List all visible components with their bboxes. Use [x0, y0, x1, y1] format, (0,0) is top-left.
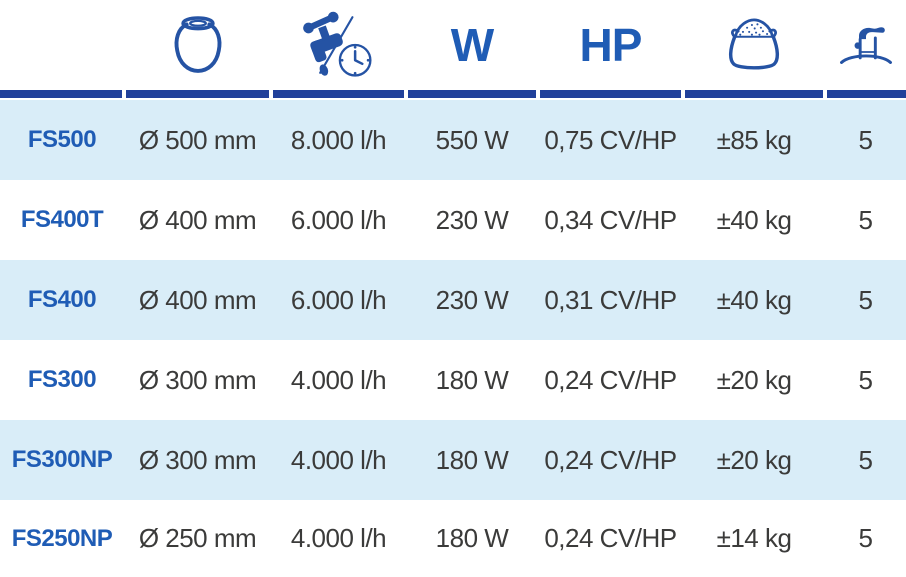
sand_load-cell: ±20 kg — [716, 444, 792, 475]
sand-load-header — [683, 0, 825, 90]
diameter-cell: Ø 400 mm — [138, 204, 257, 235]
table-row: FS400T Ø 400 mm 6.000 l/h 230 W 0,34 CV/HP ±4… — [0, 180, 906, 260]
flow_rate-cell: 6.000 l/h — [290, 284, 387, 315]
table-body: FS500 Ø 500 mm 8.000 l/h 550 W 0,75 CV/HP ±85… — [0, 100, 906, 577]
filter-tank-icon — [171, 14, 225, 76]
table-row: FS500 Ø 500 mm 8.000 l/h 550 W 0,75 CV/HP ±85… — [0, 100, 906, 180]
table-header: W HP — [0, 0, 906, 90]
model-cell: FS250NP — [11, 524, 113, 552]
divider-segment — [0, 90, 122, 98]
horsepower-cell: 0,24 CV/HP — [544, 523, 677, 553]
divider-segment — [685, 90, 823, 98]
diameter-cell: Ø 500 mm — [138, 124, 257, 155]
horsepower-cell: 0,34 CV/HP — [544, 204, 677, 235]
flow-rate-header — [271, 0, 406, 90]
flow_rate-cell: 4.000 l/h — [290, 364, 387, 395]
diameter-cell: Ø 300 mm — [138, 364, 257, 395]
sand-bag-icon — [723, 16, 785, 74]
divider-segment — [827, 90, 906, 98]
power-cell: 230 W — [435, 284, 509, 315]
sand_load-cell: ±14 kg — [716, 523, 792, 553]
power-cell: 180 W — [435, 444, 509, 475]
diameter-cell: Ø 300 mm — [138, 444, 257, 475]
flow_rate-cell: 4.000 l/h — [290, 444, 387, 475]
divider-segment — [408, 90, 536, 98]
power-cell: 180 W — [435, 364, 509, 395]
divider-segment — [126, 90, 269, 98]
divider-segment — [273, 90, 404, 98]
power-cell: 230 W — [435, 204, 509, 235]
header-divider — [0, 90, 906, 100]
valve_ways-cell: 5 — [858, 444, 873, 475]
power-cell: 550 W — [435, 124, 509, 155]
model-cell: FS300 — [27, 366, 97, 393]
horsepower-cell: 0,24 CV/HP — [544, 364, 677, 395]
multiport-valve-icon — [838, 19, 894, 71]
model-header-empty — [0, 0, 124, 90]
flow_rate-cell: 6.000 l/h — [290, 204, 387, 235]
table-row: FS300NP Ø 300 mm 4.000 l/h 180 W 0,24 CV/HP ±… — [0, 420, 906, 500]
horsepower-cell: 0,31 CV/HP — [544, 284, 677, 315]
model-cell: FS400T — [20, 206, 104, 233]
valve_ways-cell: 5 — [858, 364, 873, 395]
flow_rate-cell: 8.000 l/h — [290, 124, 387, 155]
valve_ways-cell: 5 — [858, 284, 873, 315]
horsepower-header-label: HP — [579, 19, 643, 71]
model-cell: FS300NP — [11, 446, 113, 473]
diameter-cell: Ø 250 mm — [138, 523, 257, 553]
valve_ways-cell: 5 — [858, 124, 873, 155]
valve_ways-cell: 5 — [858, 204, 873, 235]
model-cell: FS500 — [27, 126, 97, 153]
divider-segment — [540, 90, 681, 98]
model-cell: FS400 — [27, 286, 97, 313]
sand_load-cell: ±85 kg — [716, 124, 792, 155]
diameter-header — [124, 0, 271, 90]
flow_rate-cell: 4.000 l/h — [290, 523, 387, 553]
horsepower-cell: 0,24 CV/HP — [544, 444, 677, 475]
sand_load-cell: ±40 kg — [716, 284, 792, 315]
tap-clock-icon — [296, 10, 382, 80]
power-cell: 180 W — [435, 523, 509, 553]
sand_load-cell: ±20 kg — [716, 364, 792, 395]
sand_load-cell: ±40 kg — [716, 204, 792, 235]
diameter-cell: Ø 400 mm — [138, 284, 257, 315]
table-row: FS250NP Ø 250 mm 4.000 l/h 180 W 0,24 CV/HP ±… — [0, 500, 906, 577]
horsepower-cell: 0,75 CV/HP — [544, 124, 677, 155]
valve-ways-header — [825, 0, 906, 90]
power-header-label: W — [450, 19, 494, 71]
table-row: FS300 Ø 300 mm 4.000 l/h 180 W 0,24 CV/HP ±20… — [0, 340, 906, 420]
table-row: FS400 Ø 400 mm 6.000 l/h 230 W 0,31 CV/HP ±40… — [0, 260, 906, 340]
valve_ways-cell: 5 — [858, 523, 873, 553]
